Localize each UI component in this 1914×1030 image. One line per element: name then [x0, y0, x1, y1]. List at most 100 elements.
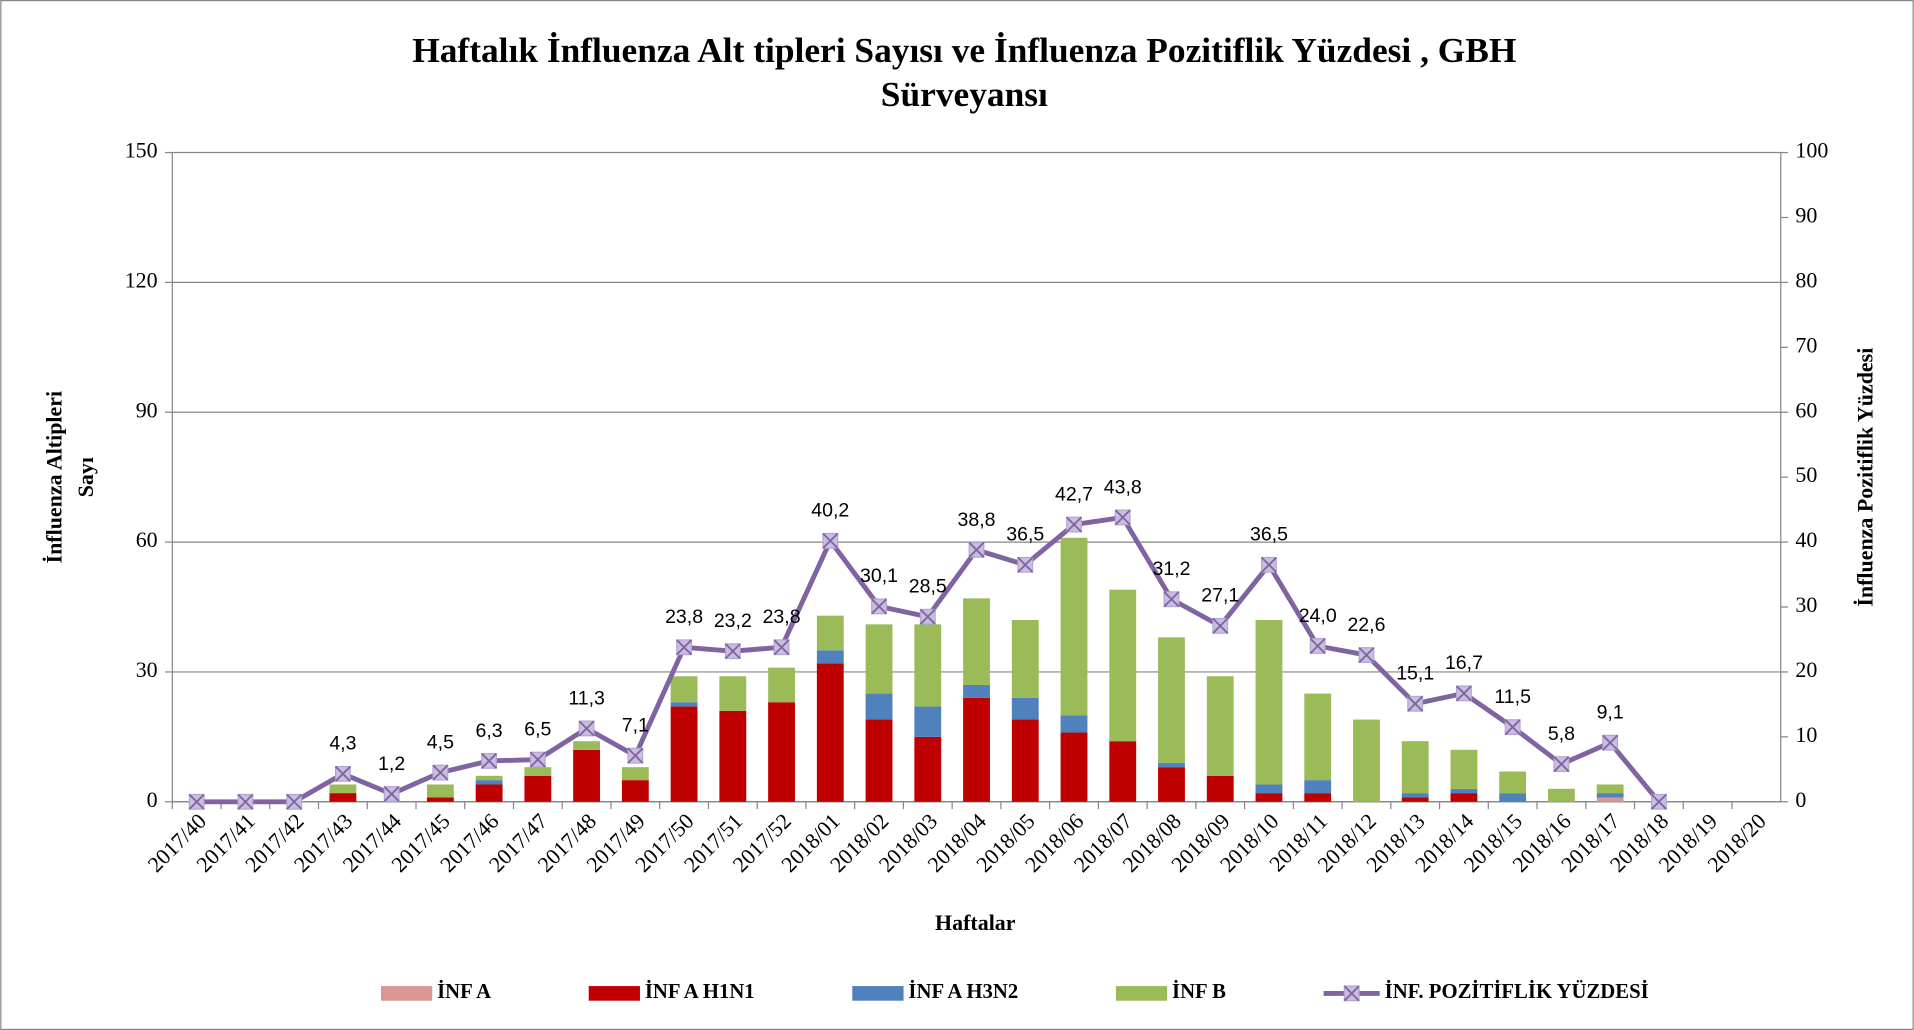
bar — [1158, 637, 1185, 763]
bar — [524, 767, 552, 776]
data-label: 28,5 — [909, 576, 947, 598]
y2-tick-label: 0 — [1795, 787, 1806, 812]
marker-cross — [286, 793, 303, 810]
y2-tick-label: 40 — [1795, 527, 1817, 552]
data-label: 24,0 — [1299, 605, 1337, 627]
legend-label: İNF A H1N1 — [645, 979, 755, 1003]
marker-cross — [432, 764, 449, 781]
bar — [1450, 793, 1478, 802]
marker-cross — [1309, 638, 1326, 654]
y2-tick-label: 100 — [1795, 138, 1828, 163]
bar — [1011, 697, 1039, 720]
bar — [1596, 793, 1624, 798]
y2-tick-label: 90 — [1795, 203, 1817, 228]
legend-swatch — [1115, 986, 1168, 1001]
bar — [816, 663, 844, 802]
bar — [1401, 797, 1429, 802]
marker-cross — [481, 752, 498, 769]
bar — [329, 784, 357, 794]
y2-tick-label: 60 — [1795, 397, 1817, 422]
data-label: 38,8 — [958, 509, 996, 531]
data-label: 22,6 — [1347, 614, 1385, 636]
bar — [1109, 741, 1137, 802]
bar — [1158, 762, 1185, 768]
bar — [1206, 775, 1234, 802]
bar — [329, 793, 357, 802]
bar — [475, 775, 503, 781]
bar — [1060, 732, 1088, 802]
data-label: 42,7 — [1055, 483, 1093, 505]
bar — [1353, 719, 1380, 802]
marker-cross — [529, 751, 546, 768]
marker-cross — [1017, 556, 1034, 573]
data-label: 5,8 — [1548, 723, 1575, 745]
bar — [1304, 793, 1332, 802]
data-label: 36,5 — [1250, 524, 1288, 546]
legend-label: İNF B — [1172, 979, 1226, 1003]
data-label: 6,3 — [476, 720, 503, 742]
bar — [914, 624, 942, 707]
legend-swatch — [380, 986, 433, 1001]
data-label: 11,5 — [1494, 686, 1531, 708]
data-label: 4,5 — [427, 731, 454, 753]
bar — [1596, 797, 1624, 802]
marker-cross — [383, 786, 400, 802]
bar — [1109, 589, 1137, 742]
bar — [1304, 780, 1332, 794]
bar — [1158, 767, 1185, 802]
bar — [1060, 537, 1088, 716]
marker-cross — [676, 639, 693, 656]
bar — [1499, 793, 1527, 802]
data-label: 7,1 — [622, 715, 649, 737]
bar — [670, 676, 698, 703]
marker-cross — [1407, 695, 1424, 712]
marker-cross — [1261, 556, 1277, 573]
marker-cross — [1066, 516, 1082, 533]
bar — [963, 684, 990, 698]
marker-cross — [1650, 793, 1667, 810]
bar — [1401, 741, 1429, 794]
marker-cross — [919, 608, 936, 625]
data-label: 16,7 — [1445, 652, 1483, 674]
marker-cross — [627, 747, 644, 764]
legend-swatch — [588, 986, 640, 1001]
bar — [1011, 620, 1039, 698]
marker-cross — [1504, 719, 1521, 736]
data-label: 6,5 — [524, 718, 551, 740]
y2-axis-label: İnfluenza Pozitiflik Yüzdesi — [1852, 348, 1877, 607]
data-label: 23,8 — [763, 606, 801, 628]
bar — [1450, 788, 1478, 794]
x-axis-label: Haftalar — [935, 910, 1016, 935]
bar — [963, 697, 990, 802]
marker-cross — [1553, 756, 1570, 773]
legend-label: İNF. POZİTİFLİK YÜZDESİ — [1385, 979, 1649, 1003]
bar — [670, 706, 698, 802]
marker-cross — [237, 793, 254, 810]
bar — [865, 719, 893, 802]
data-label: 15,1 — [1396, 663, 1434, 685]
bar — [914, 706, 942, 737]
data-label: 40,2 — [811, 500, 849, 522]
bar — [1547, 788, 1575, 802]
chart-title: Haftalık İnfluenza Alt tipleri Sayısı ve… — [412, 30, 1516, 70]
marker-cross — [1212, 617, 1229, 634]
data-label: 1,2 — [378, 753, 405, 775]
y-axis-label: Sayı — [73, 457, 98, 497]
data-label: 36,5 — [1006, 524, 1044, 546]
marker-cross — [968, 541, 985, 558]
marker-cross — [871, 598, 888, 615]
data-label: 4,3 — [329, 733, 356, 755]
marker-cross — [1114, 509, 1131, 526]
y2-tick-label: 30 — [1795, 592, 1817, 617]
marker-cross — [1358, 647, 1375, 664]
marker-cross — [773, 639, 790, 656]
bar — [670, 702, 698, 707]
y-tick-label: 0 — [147, 787, 158, 812]
bar — [865, 693, 893, 720]
bar — [914, 736, 942, 802]
marker-cross — [578, 720, 595, 737]
bar — [1011, 719, 1039, 802]
data-label: 23,8 — [665, 606, 703, 628]
bar — [865, 624, 893, 694]
